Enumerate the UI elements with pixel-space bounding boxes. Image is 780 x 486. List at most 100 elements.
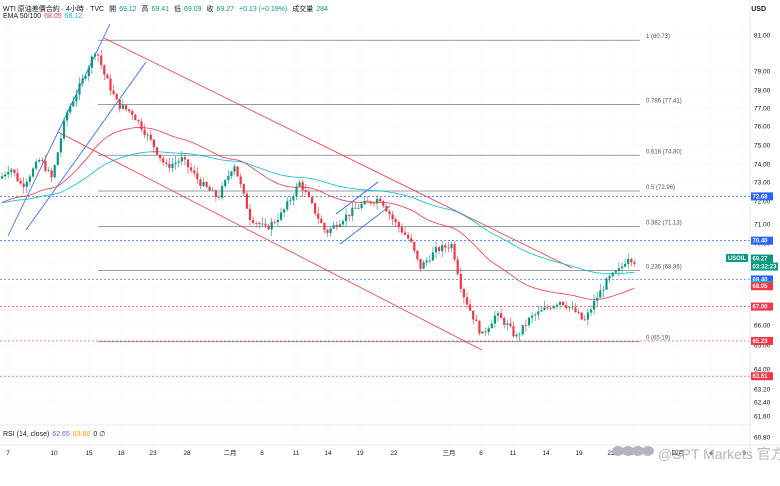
candle-body xyxy=(490,323,493,329)
candle-body xyxy=(425,260,428,263)
candle-body xyxy=(196,173,199,180)
ema-lines xyxy=(1,126,635,300)
candle-body xyxy=(335,225,338,228)
y-tick-label: 71.00 xyxy=(754,221,771,228)
candle-body xyxy=(93,54,97,57)
x-tick-label: 6 xyxy=(260,450,264,457)
ema50-line xyxy=(1,126,635,300)
candle-body xyxy=(326,230,329,233)
fib-retracement[interactable]: 1 (80.73) 0.786 (77.41) 0.618 (74.80) 0.5 (… xyxy=(98,34,682,343)
open-value: 69.12 xyxy=(119,6,137,13)
candle-body xyxy=(323,222,326,231)
candle-body xyxy=(345,214,348,222)
y-tick-label: 66.00 xyxy=(754,322,771,329)
candle-body xyxy=(605,278,608,290)
close-label: 收 xyxy=(206,6,214,13)
candle-body xyxy=(31,168,35,177)
candle-body xyxy=(146,134,149,136)
candle-body xyxy=(372,203,376,205)
candle-body xyxy=(78,83,81,95)
candle-body xyxy=(112,90,115,94)
price-badge-label: 65.23 xyxy=(753,339,769,345)
candle-body xyxy=(106,74,109,79)
x-tick-label: 19 xyxy=(356,450,364,457)
candle-body xyxy=(382,201,385,206)
candle-body xyxy=(422,262,425,269)
ema100-line xyxy=(1,151,635,275)
fib-level-label: 0.618 (74.80) xyxy=(646,149,682,155)
candle-body xyxy=(186,159,190,168)
candle-body xyxy=(469,304,472,311)
candle-body xyxy=(478,320,481,334)
flag-channel-upper[interactable] xyxy=(335,181,379,215)
candle-body xyxy=(413,241,416,251)
candle-body xyxy=(69,106,72,113)
currency-label[interactable]: USD xyxy=(751,6,766,13)
price-badge-label: 70.40 xyxy=(753,239,769,245)
header-line2[interactable]: EMA 50/100 68.05 68.12 xyxy=(3,13,85,20)
trend-drawings[interactable] xyxy=(7,23,573,351)
candle-body xyxy=(407,234,410,239)
spt-logo-icon xyxy=(612,444,656,458)
candle-body xyxy=(72,101,75,107)
candle-body xyxy=(236,166,239,177)
candle-body xyxy=(230,171,233,177)
candle-body xyxy=(16,172,19,181)
rsi-extra: 0 ∅ xyxy=(93,431,106,438)
candle-body xyxy=(261,223,264,225)
y-tick-label: 64.00 xyxy=(754,366,771,373)
close-value: 69.27 xyxy=(216,6,235,13)
candle-body xyxy=(19,180,22,184)
candle-body xyxy=(493,315,496,324)
candle-body xyxy=(503,318,506,325)
candle-body xyxy=(276,219,279,223)
candle-body xyxy=(506,323,509,325)
downtrend-lower-line[interactable] xyxy=(57,131,483,351)
candle-body xyxy=(137,120,140,122)
low-value: 69.09 xyxy=(184,6,202,13)
x-tick-label: 28 xyxy=(183,450,191,457)
candle-body xyxy=(28,176,31,182)
candle-body xyxy=(348,214,351,216)
candle-body xyxy=(562,301,565,306)
fib-level-label: 0.382 (71.13) xyxy=(646,220,682,226)
y-tick-label: 63.20 xyxy=(754,386,771,393)
volume-label: 成交量 xyxy=(292,6,314,13)
candle-body xyxy=(410,238,413,242)
candle-body xyxy=(180,157,183,162)
candle-body xyxy=(400,227,403,233)
candle-body xyxy=(56,152,59,166)
candle-body xyxy=(292,196,295,201)
downtrend-upper-line[interactable] xyxy=(103,37,573,269)
rsi-header[interactable]: RSI (14, close) 62.65 63.80 0 ∅ xyxy=(3,430,105,438)
candle-body xyxy=(152,139,155,148)
candle-body xyxy=(252,219,255,223)
uptrend-channel-upper[interactable] xyxy=(25,61,147,231)
candle-body xyxy=(416,250,419,259)
candle-body xyxy=(496,313,500,316)
y-tick-label: 62.40 xyxy=(754,399,771,406)
candle-body xyxy=(546,307,549,309)
candle-body xyxy=(341,221,345,225)
candle-body xyxy=(462,288,465,298)
candle-body xyxy=(419,258,422,269)
watermark-text: @SPT Markets 官方 xyxy=(658,446,780,462)
candle-body xyxy=(453,244,456,260)
price-badge-label: 72.68 xyxy=(753,194,769,200)
candle-body xyxy=(155,147,159,155)
candle-body xyxy=(199,179,202,186)
fib-level-label: 0 (65.19) xyxy=(646,336,670,342)
candle-body xyxy=(549,307,552,309)
candle-body xyxy=(109,78,112,91)
candle-body xyxy=(66,112,69,121)
candle-body xyxy=(242,184,245,194)
candle-body xyxy=(586,312,589,320)
flag-channel-lower[interactable] xyxy=(339,205,391,245)
candle-body xyxy=(583,319,586,321)
dashed-levels xyxy=(0,196,750,377)
candle-body xyxy=(599,290,602,298)
candle-body xyxy=(149,134,152,140)
price-badge-label: 69.27 xyxy=(753,257,769,263)
candle-body xyxy=(565,305,568,309)
